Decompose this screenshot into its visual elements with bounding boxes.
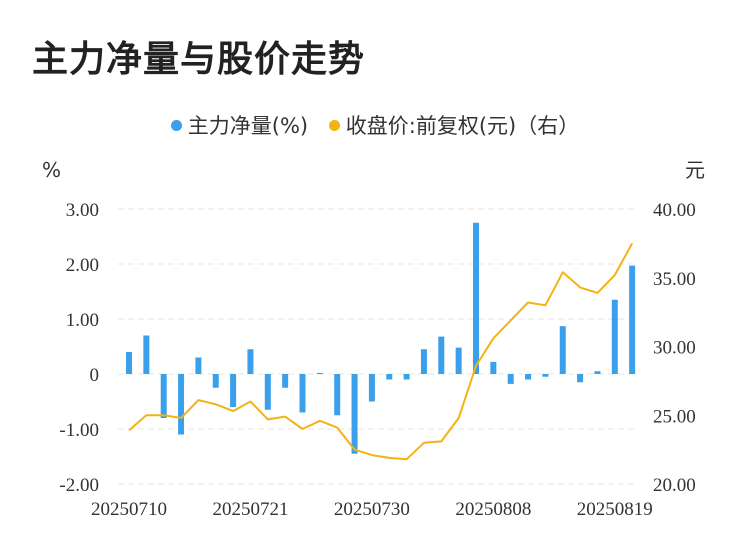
bar-20250721[interactable]	[247, 349, 254, 374]
right-tick-label: 35.00	[653, 269, 696, 290]
x-axis-ticks: 20250710 20250721 20250730 20250808 20250819	[91, 499, 653, 520]
right-tick-label: 30.00	[653, 338, 696, 359]
bar-20250819[interactable]	[611, 299, 618, 374]
bar-20250718[interactable]	[230, 374, 237, 407]
left-tick-label: 3.00	[66, 200, 99, 221]
bar-20250813[interactable]	[542, 374, 549, 377]
left-tick-label: -1.00	[59, 420, 99, 441]
left-axis-unit: %	[42, 158, 61, 182]
legend-dot-line	[328, 119, 340, 131]
bar-20250818[interactable]	[594, 371, 601, 374]
bar-series	[126, 222, 636, 454]
bar-20250729[interactable]	[351, 374, 358, 454]
chart-title: 主力净量与股价走势	[32, 39, 366, 80]
bar-20250722[interactable]	[264, 374, 271, 410]
close-price-line[interactable]	[128, 242, 634, 461]
bar-20250820[interactable]	[629, 265, 636, 374]
bar-20250715[interactable]	[178, 374, 185, 435]
bar-20250724[interactable]	[299, 374, 306, 413]
bar-20250731[interactable]	[386, 374, 393, 380]
bar-20250815[interactable]	[577, 374, 584, 383]
x-tick-label: 20250730	[334, 499, 410, 520]
right-axis-unit: 元	[685, 158, 705, 182]
bar-20250805[interactable]	[438, 336, 445, 374]
legend-dot-bar	[170, 119, 182, 131]
legend-item-close-price[interactable]: 收盘价:前复权(元)（右）	[328, 110, 580, 140]
x-tick-label: 20250710	[91, 499, 167, 520]
bar-20250723[interactable]	[282, 374, 289, 388]
bar-20250725[interactable]	[316, 372, 323, 374]
right-tick-label: 25.00	[653, 406, 696, 427]
right-tick-label: 20.00	[653, 475, 696, 496]
bar-20250812[interactable]	[525, 374, 532, 380]
bar-20250716[interactable]	[195, 357, 202, 375]
bar-20250717[interactable]	[212, 374, 219, 388]
left-tick-label: 0	[90, 365, 100, 386]
bar-20250714[interactable]	[160, 374, 167, 418]
bar-20250711[interactable]	[143, 335, 150, 375]
bar-20250710[interactable]	[126, 352, 132, 374]
bar-20250808[interactable]	[490, 361, 497, 374]
bar-20250814[interactable]	[559, 326, 566, 374]
left-axis-ticks: 3.00 2.00 1.00 0 -1.00 -2.00	[59, 200, 99, 496]
line-series	[128, 242, 634, 461]
x-tick-label: 20250808	[455, 499, 531, 520]
bar-20250804[interactable]	[420, 349, 427, 374]
bar-20250811[interactable]	[507, 374, 514, 384]
left-tick-label: 2.00	[66, 255, 99, 276]
legend-item-net-flow[interactable]: 主力净量(%)	[170, 110, 309, 140]
bar-20250728[interactable]	[334, 374, 341, 416]
left-tick-label: -2.00	[59, 475, 99, 496]
bar-20250801[interactable]	[403, 374, 410, 380]
grid-lines	[118, 208, 635, 485]
bar-20250730[interactable]	[368, 374, 375, 402]
x-tick-label: 20250721	[212, 499, 288, 520]
legend: 主力净量(%) 收盘价:前复权(元)（右）	[0, 110, 750, 140]
legend-label-close-price: 收盘价:前复权(元)（右）	[345, 114, 580, 138]
right-axis-ticks: 40.00 35.00 30.00 25.00 20.00	[653, 200, 696, 496]
right-tick-label: 40.00	[653, 200, 696, 221]
left-tick-label: 1.00	[66, 310, 99, 331]
legend-label-net-flow: 主力净量(%)	[187, 114, 309, 138]
bar-20250806[interactable]	[455, 347, 462, 374]
bar-20250807[interactable]	[473, 222, 479, 374]
x-tick-label: 20250819	[577, 499, 653, 520]
